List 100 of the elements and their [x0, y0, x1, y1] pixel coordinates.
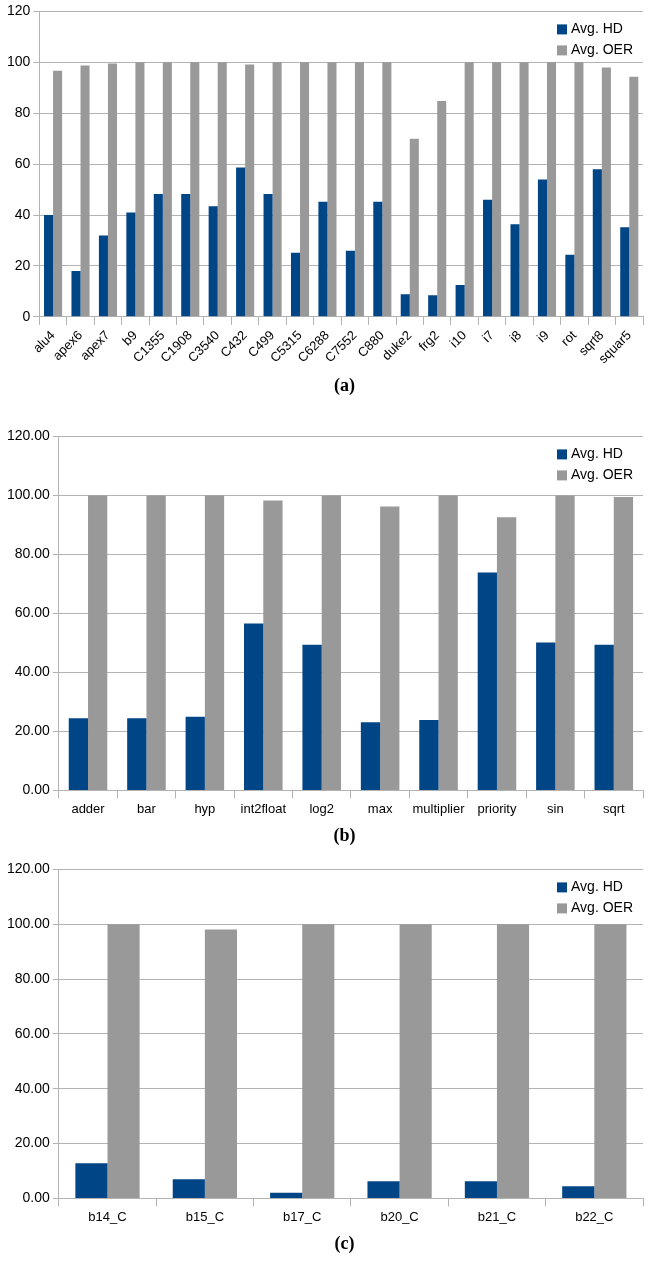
bar [519, 62, 529, 317]
y-tick-label: 20.00 [14, 722, 51, 739]
bar [244, 623, 264, 790]
legend-label: Avg. OER [571, 899, 634, 916]
bar [464, 1181, 497, 1198]
bar [318, 201, 328, 317]
y-tick-label: 60.00 [14, 604, 51, 621]
bar [380, 506, 400, 790]
bar [483, 199, 493, 317]
bar [496, 517, 517, 790]
bar [546, 62, 557, 317]
bar [71, 271, 81, 317]
y-tick-label: 0 [22, 307, 31, 324]
x-tick-label: log2 [309, 800, 334, 816]
x-tick-label: b15_C [185, 1208, 225, 1224]
y-tick-label: 120.00 [6, 860, 51, 877]
y-tick-label: 100.00 [6, 915, 51, 932]
bar [127, 718, 147, 790]
bar [419, 719, 439, 790]
bar [438, 495, 458, 790]
legend-label: Avg. HD [571, 445, 623, 462]
x-tick-label: i7 [478, 327, 497, 346]
bar [181, 193, 191, 317]
bar [135, 62, 145, 317]
bar [217, 62, 227, 317]
x-tick-label: bar [137, 800, 157, 816]
bar [354, 62, 364, 317]
bar [44, 215, 54, 317]
text: (a) [333, 374, 356, 397]
bar [107, 924, 140, 1198]
y-tick-label: 0.00 [22, 1189, 51, 1206]
y-tick-label: 40 [14, 205, 31, 222]
bar [629, 76, 639, 317]
x-tick-label: multiplier [412, 800, 466, 816]
bar [185, 716, 205, 790]
bar [345, 250, 355, 317]
bar [107, 63, 118, 317]
y-tick-label: 60.00 [14, 1024, 51, 1041]
x-tick-label: sin [547, 800, 564, 816]
x-tick-label: i10 [446, 327, 470, 351]
y-tick-label: 40.00 [14, 1079, 51, 1096]
bar [321, 495, 341, 790]
bar [496, 924, 530, 1198]
x-tick-label: adder [71, 800, 106, 816]
bar [574, 62, 584, 317]
bar [272, 62, 282, 317]
bar [146, 495, 166, 790]
bar [601, 67, 611, 317]
bar [68, 718, 89, 790]
bar [409, 138, 419, 317]
y-tick-label: 80 [14, 104, 31, 121]
bar [620, 227, 630, 317]
bar [270, 1192, 303, 1198]
y-tick-label: 120.00 [6, 427, 51, 444]
x-tick-label: b22_C [575, 1208, 614, 1224]
bar [190, 62, 200, 317]
x-tick-label: b17_C [283, 1208, 322, 1224]
text: (b) [332, 824, 357, 847]
x-tick-label: int2float [240, 800, 287, 816]
x-tick-label: b20_C [380, 1208, 419, 1224]
legend-label: Avg. HD [571, 878, 623, 895]
bar [428, 295, 438, 317]
bar [75, 1163, 108, 1198]
bar [455, 285, 465, 317]
bar [562, 1186, 595, 1198]
x-tick-label: rot [557, 327, 580, 349]
bar [477, 572, 497, 790]
bar [236, 167, 246, 317]
bar [594, 644, 614, 790]
bar [204, 495, 225, 790]
bar [592, 169, 602, 317]
y-tick-label: 80.00 [14, 545, 51, 562]
bar [382, 62, 392, 317]
bar [399, 924, 432, 1198]
y-tick-label: 0.00 [22, 781, 51, 798]
bar [360, 722, 381, 790]
y-tick-label: 100 [7, 53, 31, 70]
bar [594, 924, 627, 1198]
x-tick-label: b21_C [477, 1208, 517, 1224]
bar [153, 193, 163, 317]
x-tick-label: frg2 [415, 327, 442, 354]
bar [263, 193, 273, 317]
bar [400, 294, 410, 317]
y-tick-label: 20 [14, 256, 31, 273]
legend-label: Avg. OER [571, 41, 634, 58]
x-tick-label: b14_C [88, 1208, 127, 1224]
bar [537, 179, 547, 317]
bar [80, 65, 90, 317]
y-tick-label: 40.00 [14, 663, 51, 680]
bar [53, 70, 63, 317]
bar [290, 252, 301, 317]
bar [373, 201, 383, 317]
bar [208, 206, 218, 317]
y-tick-label: 100.00 [6, 486, 51, 503]
bar [98, 235, 108, 317]
y-tick-label: 60 [14, 154, 31, 171]
bar [172, 1179, 205, 1198]
bar [245, 64, 255, 317]
bar [204, 929, 237, 1198]
bar [464, 62, 474, 317]
